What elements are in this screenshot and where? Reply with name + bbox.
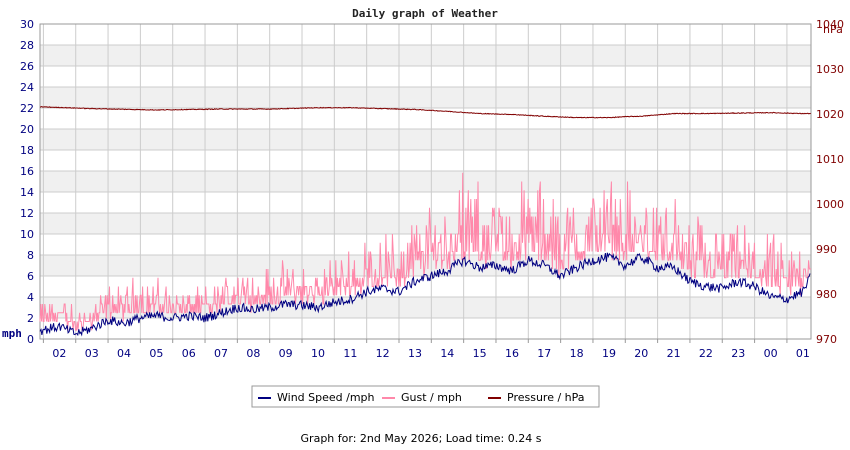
left-tick-label: 20 (20, 123, 34, 136)
legend-label: Wind Speed /mph (277, 391, 375, 404)
x-tick-label: 00 (764, 347, 778, 360)
left-axis-unit: mph (2, 327, 22, 340)
x-tick-label: 18 (570, 347, 584, 360)
x-tick-label: 04 (117, 347, 131, 360)
legend: Wind Speed /mph Gust / mph Pressure / hPa (251, 385, 600, 408)
plot-band (40, 213, 811, 234)
footer-status: Graph for: 2nd May 2026; Load time: 0.24… (301, 432, 542, 445)
plot-band (40, 129, 811, 150)
left-tick-label: 30 (20, 18, 34, 31)
x-tick-label: 07 (214, 347, 228, 360)
right-tick-label: 1020 (816, 108, 844, 121)
left-tick-label: 16 (20, 165, 34, 178)
legend-box (251, 385, 600, 408)
right-axis-ticks: 970 980 990 1000 1010 1020 1030 1040 (816, 18, 844, 346)
plot-frame (39, 23, 812, 340)
x-tick-label: 23 (731, 347, 745, 360)
x-tick-label: 03 (85, 347, 99, 360)
right-tick-label: 1000 (816, 198, 844, 211)
plot-band (40, 171, 811, 192)
x-tick-label: 02 (52, 347, 66, 360)
left-tick-label: 0 (27, 333, 34, 346)
x-tick-label: 17 (537, 347, 551, 360)
right-tick-label: 980 (816, 288, 837, 301)
right-tick-label: 1010 (816, 153, 844, 166)
x-tick-label: 16 (505, 347, 519, 360)
left-tick-label: 10 (20, 228, 34, 241)
left-tick-label: 12 (20, 207, 34, 220)
x-tick-label: 10 (311, 347, 325, 360)
left-tick-label: 6 (27, 270, 34, 283)
legend-label: Gust / mph (401, 391, 462, 404)
right-tick-label: 970 (816, 333, 837, 346)
x-tick-label: 22 (699, 347, 713, 360)
x-tick-label: 11 (343, 347, 357, 360)
plot-band (40, 45, 811, 66)
x-tick-label: 19 (602, 347, 616, 360)
series-layer (39, 106, 811, 337)
x-tick-label: 15 (473, 347, 487, 360)
left-tick-label: 2 (27, 312, 34, 325)
chart-title: Daily graph of Weather (352, 7, 498, 20)
x-tick-label: 08 (246, 347, 260, 360)
left-tick-label: 14 (20, 186, 34, 199)
plot-bands (40, 45, 811, 318)
left-tick-label: 18 (20, 144, 34, 157)
x-tick-label: 20 (634, 347, 648, 360)
x-tick-label: 01 (796, 347, 810, 360)
right-tick-label: 990 (816, 243, 837, 256)
x-tick-label: 21 (667, 347, 681, 360)
left-tick-label: 22 (20, 102, 34, 115)
series-line-wind-speed (39, 252, 811, 337)
x-tick-label: 09 (279, 347, 293, 360)
left-tick-label: 28 (20, 39, 34, 52)
right-tick-label: 1040 (816, 18, 844, 31)
left-tick-label: 24 (20, 81, 34, 94)
series-line-pressure (39, 106, 811, 119)
right-axis-unit: hPa (823, 23, 843, 36)
x-tick-label: 13 (408, 347, 422, 360)
x-axis-ticks: 02 03 04 05 06 07 08 09 10 11 12 13 14 15 16 17 18 19 20 21… (42, 339, 810, 360)
x-tick-label: 14 (440, 347, 454, 360)
right-tick-label: 1030 (816, 63, 844, 76)
x-tick-label: 05 (149, 347, 163, 360)
legend-label: Pressure / hPa (507, 391, 585, 404)
series-line-gust (39, 172, 811, 331)
x-tick-label: 06 (182, 347, 196, 360)
x-tick-label: 12 (376, 347, 390, 360)
plot-band (40, 87, 811, 108)
left-tick-label: 26 (20, 60, 34, 73)
left-tick-label: 4 (27, 291, 34, 304)
left-tick-label: 8 (27, 249, 34, 262)
